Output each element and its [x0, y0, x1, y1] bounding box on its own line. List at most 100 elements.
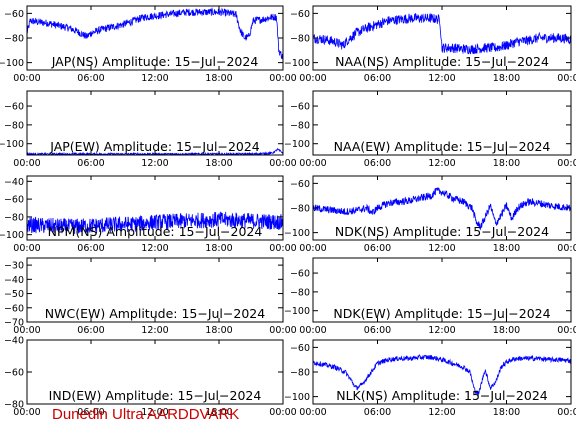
x-tick-label: 00:00	[269, 243, 296, 254]
x-tick-label: 12:00	[141, 73, 168, 84]
x-tick-label: 06:00	[77, 73, 104, 84]
x-tick-label: 00:00	[269, 158, 296, 169]
x-tick-label: 00:00	[557, 158, 576, 169]
y-tick-label: −100	[284, 306, 310, 317]
y-tick-label: −100	[284, 392, 310, 403]
y-tick-label: −60	[4, 195, 24, 206]
x-tick-label: 00:00	[13, 243, 40, 254]
y-tick-label: −60	[290, 102, 310, 113]
signal-series-9-0	[313, 354, 571, 396]
signal-series-0-0	[27, 7, 283, 60]
x-tick-label: 18:00	[493, 407, 520, 418]
x-tick-label: 06:00	[364, 243, 391, 254]
x-tick-label: 12:00	[428, 325, 455, 336]
x-tick-label: 06:00	[77, 158, 104, 169]
x-tick-label: 00:00	[299, 325, 326, 336]
panel-4: −100 −80 −60 −40 00:00 06:00 12:00 18:00 00:00 NP…	[0, 175, 297, 254]
y-tick-label: −80	[4, 400, 24, 411]
signal-series-5-0	[313, 187, 571, 231]
x-tick-label: 00:00	[557, 243, 576, 254]
x-tick-label: 06:00	[364, 73, 391, 84]
y-tick-label: −60	[4, 303, 24, 314]
panel-title: NLK(NS) Amplitude: 15−Jul−2024	[336, 388, 548, 403]
panel-title: NPM(NS) Amplitude: 15−Jul−2024	[48, 224, 263, 239]
x-tick-label: 18:00	[493, 73, 520, 84]
y-tick-label: −60	[4, 102, 24, 113]
x-tick-label: 12:00	[428, 243, 455, 254]
x-tick-label: 00:00	[299, 243, 326, 254]
x-tick-label: 00:00	[269, 325, 296, 336]
y-tick-label: −100	[284, 228, 310, 239]
x-tick-label: 00:00	[299, 158, 326, 169]
x-tick-label: 00:00	[269, 73, 296, 84]
x-tick-label: 12:00	[141, 158, 168, 169]
y-tick-label: −40	[4, 177, 24, 188]
y-tick-label: −70	[4, 318, 24, 329]
x-tick-label: 06:00	[77, 325, 104, 336]
x-tick-label: 18:00	[205, 158, 232, 169]
panel-7: −100 −80 −60 00:00 06:00 12:00 18:00 00:00 NDK(E…	[284, 257, 576, 336]
signal-series-4-0	[27, 211, 283, 235]
y-tick-label: −30	[4, 261, 24, 272]
x-tick-label: 00:00	[557, 407, 576, 418]
y-tick-label: −60	[4, 9, 24, 20]
panel-8: −80 −60 −40 00:00 06:00 12:00 18:00 00:00 IND(EW…	[4, 336, 297, 419]
x-tick-label: 18:00	[205, 325, 232, 336]
panel-title: NAA(EW) Amplitude: 15−Jul−2024	[334, 139, 551, 154]
panel-title: NAA(NS) Amplitude: 15−Jul−2024	[335, 54, 549, 69]
x-tick-label: 12:00	[428, 407, 455, 418]
x-tick-label: 00:00	[299, 73, 326, 84]
y-tick-label: −80	[290, 368, 310, 379]
y-tick-label: −80	[290, 34, 310, 45]
panel-2: −100 −80 −60 00:00 06:00 12:00 18:00 00:00 JAP(E…	[0, 90, 297, 169]
y-tick-label: −60	[4, 368, 24, 379]
x-tick-label: 00:00	[557, 73, 576, 84]
x-tick-label: 18:00	[205, 243, 232, 254]
y-tick-label: −100	[0, 58, 24, 69]
x-tick-label: 06:00	[77, 243, 104, 254]
y-tick-label: −60	[290, 343, 310, 354]
panel-9: −100 −80 −60 00:00 06:00 12:00 18:00 00:00 NLK(N…	[284, 339, 576, 418]
x-tick-label: 06:00	[77, 407, 104, 418]
x-tick-label: 00:00	[13, 73, 40, 84]
y-tick-label: −80	[4, 212, 24, 223]
x-tick-label: 00:00	[269, 407, 296, 418]
x-tick-label: 06:00	[364, 407, 391, 418]
y-tick-label: −100	[0, 139, 24, 150]
x-tick-label: 12:00	[141, 407, 168, 418]
panel-6: −70 −60 −50 −40 −30 00:00 06:00 12:00 18:00 00:00…	[4, 257, 297, 336]
panel-title: NWC(EW) Amplitude: 15−Jul−2024	[45, 306, 265, 321]
y-tick-label: −100	[284, 139, 310, 150]
panel-title: IND(EW) Amplitude: 15−Jul−2024	[49, 388, 262, 403]
x-tick-label: 18:00	[205, 73, 232, 84]
y-tick-label: −60	[290, 9, 310, 20]
station-footer: Dunedin Ultra AARDDVARK	[52, 406, 240, 423]
x-tick-label: 06:00	[364, 325, 391, 336]
y-tick-label: −100	[284, 58, 310, 69]
x-tick-label: 18:00	[493, 243, 520, 254]
y-tick-label: −100	[0, 230, 24, 241]
x-tick-label: 06:00	[364, 158, 391, 169]
x-tick-label: 00:00	[13, 407, 40, 418]
x-tick-label: 12:00	[428, 158, 455, 169]
x-tick-label: 00:00	[557, 325, 576, 336]
panel-5: −100 −80 −60 00:00 06:00 12:00 18:00 00:00 NDK(N…	[284, 175, 576, 254]
panel-title: NDK(EW) Amplitude: 15−Jul−2024	[333, 306, 550, 321]
y-tick-label: −60	[290, 179, 310, 190]
panel-3: −100 −80 −60 00:00 06:00 12:00 18:00 00:00 NAA(E…	[284, 90, 576, 169]
panel-title: JAP(EW) Amplitude: 15−Jul−2024	[49, 139, 260, 154]
y-tick-label: −80	[4, 120, 24, 131]
x-tick-label: 00:00	[13, 325, 40, 336]
y-tick-label: −40	[4, 275, 24, 286]
y-tick-label: −80	[4, 34, 24, 45]
x-tick-label: 18:00	[493, 158, 520, 169]
y-tick-label: −80	[290, 120, 310, 131]
y-tick-label: −80	[290, 287, 310, 298]
y-tick-label: −80	[290, 204, 310, 215]
x-tick-label: 18:00	[493, 325, 520, 336]
signal-series-1-0	[313, 12, 571, 55]
x-tick-label: 12:00	[141, 325, 168, 336]
x-tick-label: 12:00	[141, 243, 168, 254]
y-tick-label: −60	[290, 269, 310, 280]
